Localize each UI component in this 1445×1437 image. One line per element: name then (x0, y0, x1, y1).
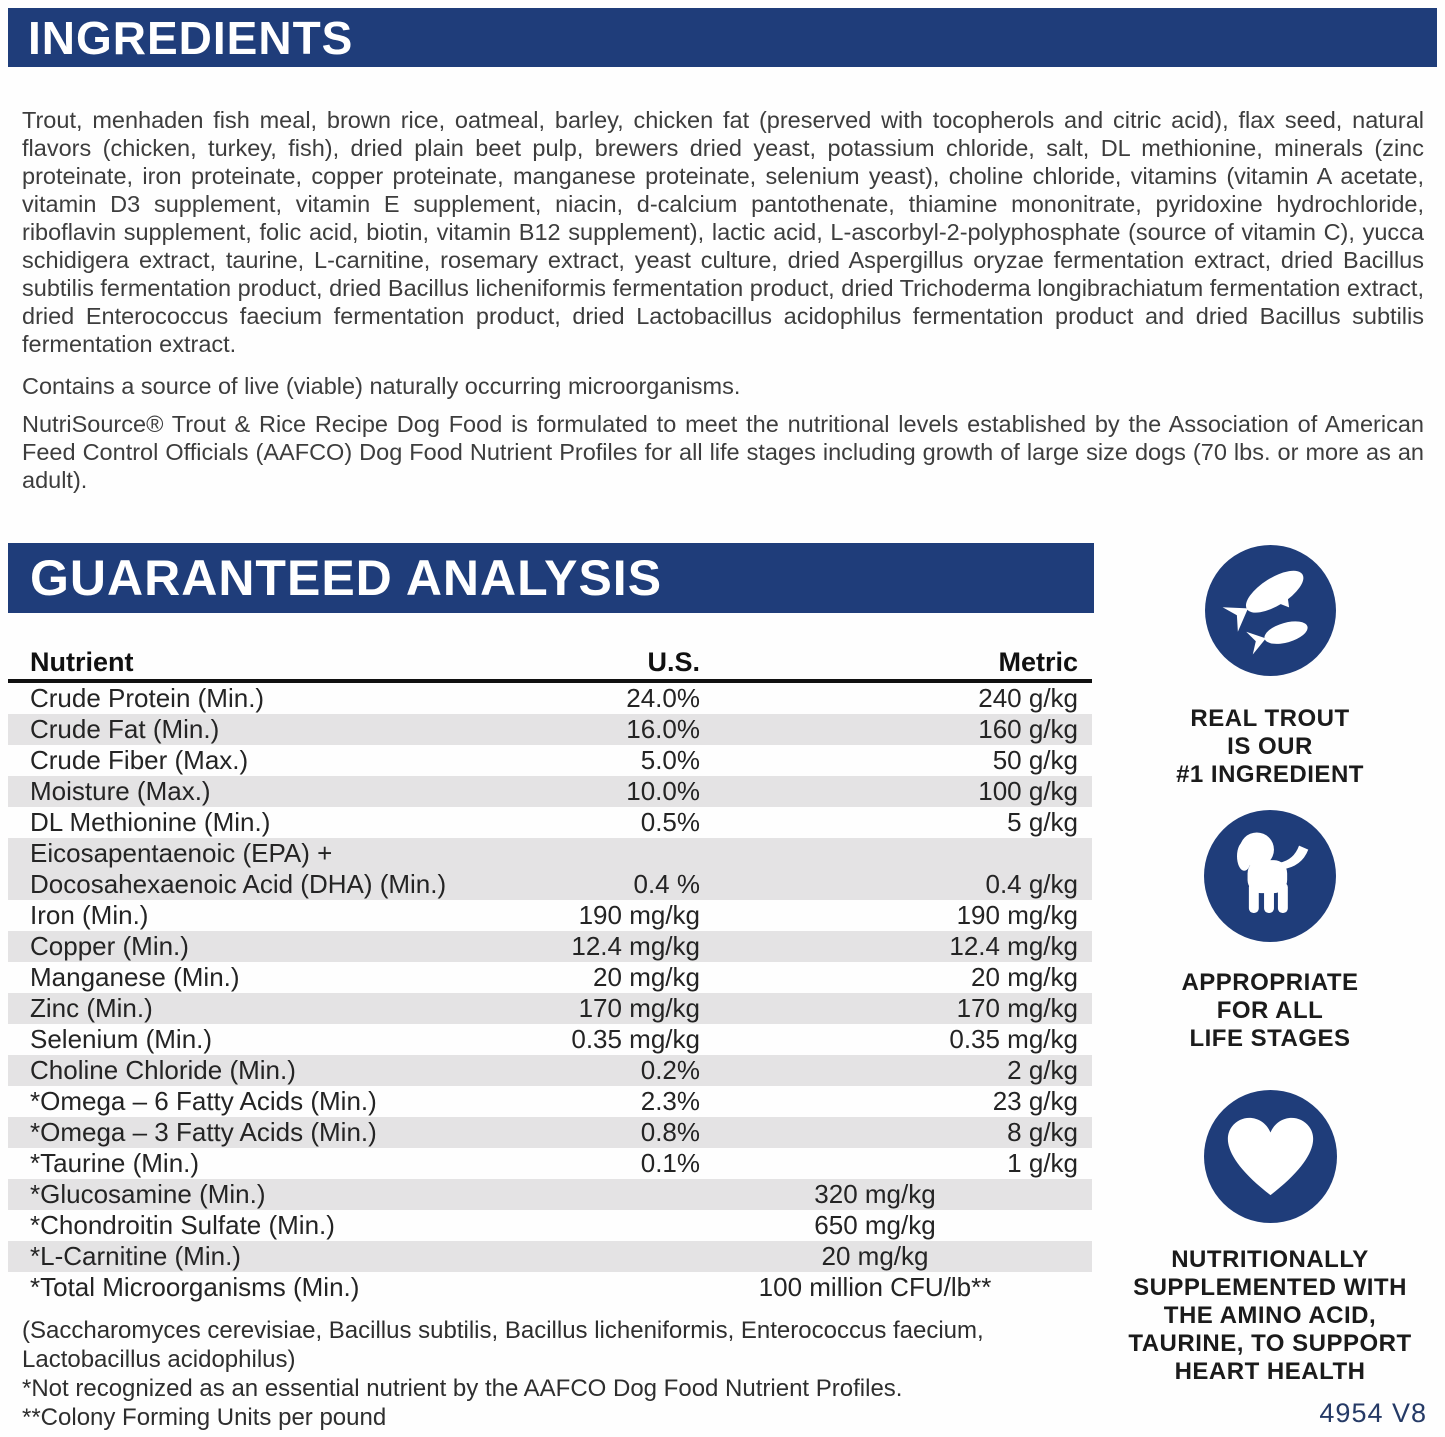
table-row: Choline Chloride (Min.) 0.2% 2 g/kg (8, 1055, 1092, 1086)
table-row: *L-Carnitine (Min.) 20 mg/kg (8, 1241, 1092, 1272)
metric-value-cell: 240 g/kg (978, 683, 1078, 713)
column-header-nutrient: Nutrient (30, 647, 134, 677)
nutrient-cell: Choline Chloride (Min.) (30, 1055, 296, 1085)
us-value-cell: 0.5% (640, 807, 700, 837)
nutrient-cell: Iron (Min.) (30, 900, 149, 930)
analysis-footnotes: (Saccharomyces cerevisiae, Bacillus subt… (22, 1317, 984, 1431)
aafco-statement: NutriSource® Trout & Rice Recipe Dog Foo… (22, 410, 1424, 493)
us-value-cell: 0.8% (640, 1117, 700, 1147)
metric-value-cell: 50 g/kg (992, 745, 1078, 775)
us-value-cell: 24.0% (626, 683, 700, 713)
us-value-cell: 190 mg/kg (578, 900, 700, 930)
table-header-row: Nutrient U.S. Metric (8, 645, 1092, 683)
table-row: Eicosapentaenoic (EPA) + Docosahexaenoic … (8, 838, 1092, 900)
table-row: *Taurine (Min.) 0.1% 1 g/kg (8, 1148, 1092, 1179)
us-value-cell: 12.4 mg/kg (571, 931, 700, 961)
badge-life-stages-text: APPROPRIATE FOR ALL LIFE STAGES (1181, 969, 1359, 1052)
us-value-cell: 0.4 % (633, 869, 701, 899)
badge-heart-health-text: NUTRITIONALLY SUPPLEMENTED WITH THE AMINO … (1128, 1246, 1412, 1385)
metric-value-cell: 5 g/kg (1007, 807, 1078, 837)
trout-icon (1204, 545, 1336, 680)
nutrient-cell: *L-Carnitine (Min.) (30, 1241, 241, 1271)
metric-value-cell: 23 g/kg (992, 1086, 1078, 1116)
nutrient-cell: Moisture (Max.) (30, 776, 211, 806)
metric-value-cell: 8 g/kg (1007, 1117, 1078, 1147)
table-row: Manganese (Min.) 20 mg/kg 20 mg/kg (8, 962, 1092, 993)
combined-value-cell: 650 mg/kg (814, 1210, 936, 1240)
nutrient-cell: Crude Fiber (Max.) (30, 745, 249, 775)
nutrient-cell: *Omega – 3 Fatty Acids (Min.) (30, 1117, 377, 1147)
metric-value-cell: 0.4 g/kg (985, 869, 1078, 899)
analysis-title: GUARANTEED ANALYSIS (30, 550, 663, 606)
us-value-cell: 0.2% (640, 1055, 700, 1085)
badge-life-stages: APPROPRIATE FOR ALL LIFE STAGES (1100, 810, 1440, 1053)
table-row: Crude Protein (Min.) 24.0% 240 g/kg (8, 683, 1092, 714)
puppy-icon (1204, 810, 1336, 946)
us-value-cell: 2.3% (640, 1086, 700, 1116)
us-value-cell: 5.0% (640, 745, 700, 775)
nutrient-cell: Crude Protein (Min.) (30, 683, 265, 713)
nutrient-cell: Zinc (Min.) (30, 993, 153, 1023)
badge-real-trout: REAL TROUT IS OUR #1 INGREDIENT (1100, 545, 1440, 789)
table-row: Crude Fat (Min.) 16.0% 160 g/kg (8, 714, 1092, 745)
nutrient-cell: *Taurine (Min.) (30, 1148, 200, 1178)
nutrient-cell: Crude Fat (Min.) (30, 714, 220, 744)
metric-value-cell: 1 g/kg (1007, 1148, 1078, 1178)
table-row: Crude Fiber (Max.) 5.0% 50 g/kg (8, 745, 1092, 776)
nutrient-cell: Selenium (Min.) (30, 1024, 213, 1054)
table-row: Zinc (Min.) 170 mg/kg 170 mg/kg (8, 993, 1092, 1024)
nutrient-cell: Copper (Min.) (30, 931, 189, 961)
nutrient-cell: DL Methionine (Min.) (30, 807, 271, 837)
table-row: *Glucosamine (Min.) 320 mg/kg (8, 1179, 1092, 1210)
table-row: Moisture (Max.) 10.0% 100 g/kg (8, 776, 1092, 807)
table-row: Copper (Min.) 12.4 mg/kg 12.4 mg/kg (8, 931, 1092, 962)
nutrient-cell: Manganese (Min.) (30, 962, 240, 992)
us-value-cell: 20 mg/kg (593, 962, 700, 992)
contains-note: Contains a source of live (viable) natur… (22, 372, 741, 399)
badge-real-trout-text: REAL TROUT IS OUR #1 INGREDIENT (1176, 705, 1364, 788)
table-row: *Total Microorganisms (Min.) 100 million… (8, 1272, 1092, 1303)
ingredients-title: INGREDIENTS (28, 11, 354, 64)
table-row: *Chondroitin Sulfate (Min.) 650 mg/kg (8, 1210, 1092, 1241)
analysis-table-body: Crude Protein (Min.) 24.0% 240 g/kg Crud… (8, 683, 1092, 1303)
table-row: *Omega – 3 Fatty Acids (Min.) 0.8% 8 g/k… (8, 1117, 1092, 1148)
ingredients-section-header: INGREDIENTS (8, 8, 1437, 67)
nutrient-cell: *Chondroitin Sulfate (Min.) (30, 1210, 335, 1240)
metric-value-cell: 170 mg/kg (956, 993, 1078, 1023)
combined-value-cell: 20 mg/kg (821, 1241, 929, 1271)
us-value-cell: 16.0% (626, 714, 700, 744)
table-row: Iron (Min.) 190 mg/kg 190 mg/kg (8, 900, 1092, 931)
table-row: Selenium (Min.) 0.35 mg/kg 0.35 mg/kg (8, 1024, 1092, 1055)
metric-value-cell: 100 g/kg (978, 776, 1078, 806)
guaranteed-analysis-table: Nutrient U.S. Metric Crude Protein (Min.… (8, 645, 1092, 1303)
metric-value-cell: 0.35 mg/kg (949, 1024, 1078, 1054)
us-value-cell: 170 mg/kg (578, 993, 700, 1023)
ingredients-paragraph: Trout, menhaden fish meal, brown rice, o… (22, 106, 1424, 357)
us-value-cell: 0.35 mg/kg (571, 1024, 700, 1054)
metric-value-cell: 2 g/kg (1007, 1055, 1078, 1085)
nutrient-cell: *Omega – 6 Fatty Acids (Min.) (30, 1086, 377, 1116)
combined-value-cell: 100 million CFU/lb** (758, 1272, 992, 1302)
us-value-cell: 0.1% (640, 1148, 700, 1178)
metric-value-cell: 160 g/kg (978, 714, 1078, 744)
table-row: *Omega – 6 Fatty Acids (Min.) 2.3% 23 g/… (8, 1086, 1092, 1117)
metric-value-cell: 12.4 mg/kg (949, 931, 1078, 961)
nutrient-cell: *Glucosamine (Min.) (30, 1179, 266, 1209)
nutrient-cell: Eicosapentaenoic (EPA) + Docosahexaenoic … (30, 838, 447, 899)
table-row: DL Methionine (Min.) 0.5% 5 g/kg (8, 807, 1092, 838)
metric-value-cell: 190 mg/kg (956, 900, 1078, 930)
badge-heart-health: NUTRITIONALLY SUPPLEMENTED WITH THE AMINO … (1100, 1090, 1440, 1386)
label-version-code: 4954 V8 (1319, 1398, 1427, 1428)
us-value-cell: 10.0% (626, 776, 700, 806)
analysis-section-header: GUARANTEED ANALYSIS (8, 543, 1094, 613)
column-header-metric: Metric (998, 647, 1078, 677)
heart-icon (1203, 1090, 1337, 1227)
nutrient-cell: *Total Microorganisms (Min.) (30, 1272, 360, 1302)
column-header-us: U.S. (647, 647, 700, 677)
combined-value-cell: 320 mg/kg (814, 1179, 936, 1209)
metric-value-cell: 20 mg/kg (971, 962, 1078, 992)
